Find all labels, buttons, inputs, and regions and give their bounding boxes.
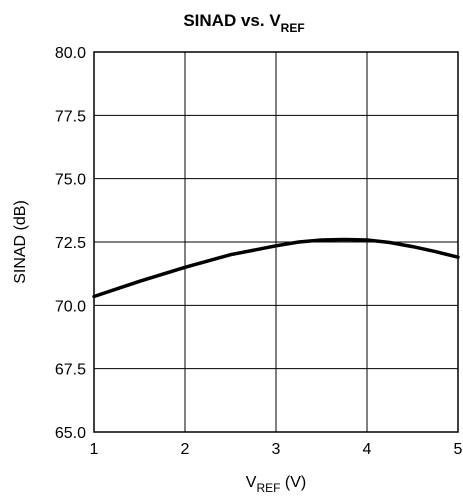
y-tick-label: 67.5 [55, 362, 86, 379]
y-tick-label: 80.0 [55, 45, 86, 62]
x-tick-label: 5 [454, 441, 463, 458]
y-tick-label: 77.5 [55, 108, 86, 125]
x-axis-label-unit: (V) [280, 474, 306, 491]
x-tick-label: 4 [363, 441, 372, 458]
y-tick-label: 65.0 [55, 425, 86, 442]
y-axis-label: SINAD (dB) [12, 200, 29, 284]
plot-frame [93, 51, 459, 433]
y-tick-label: 72.5 [55, 235, 86, 252]
sinad-line [92, 237, 460, 299]
x-tick-label: 1 [90, 441, 99, 458]
y-tick-labels: 65.0 67.5 70.0 72.5 75.0 77.5 80.0 [55, 45, 86, 442]
y-tick-label: 75.0 [55, 172, 86, 189]
x-axis-label-main: V [246, 474, 257, 491]
x-axis-label-subscript: REF [256, 481, 280, 495]
y-tick-label: 70.0 [55, 298, 86, 315]
series-layer [92, 237, 460, 299]
x-tick-labels: 1 2 3 4 5 [90, 441, 463, 458]
grid-lines [93, 51, 459, 433]
x-tick-label: 2 [181, 441, 190, 458]
x-axis-label: VREF (V) [246, 474, 306, 495]
x-tick-label: 3 [272, 441, 281, 458]
chart-title-subscript: REF [281, 21, 305, 35]
chart-title: SINAD vs. VREF [183, 11, 304, 35]
chart-title-main: SINAD vs. V [183, 11, 281, 30]
